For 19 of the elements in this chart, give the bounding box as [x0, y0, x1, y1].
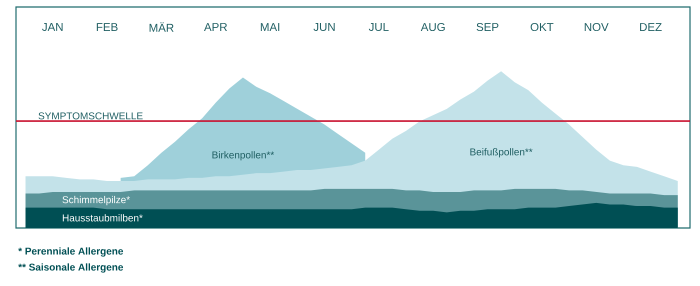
x-tick-label: FEB	[96, 23, 118, 31]
series-label: Schimmelpilze*	[62, 196, 130, 206]
x-tick-label: JAN	[42, 23, 63, 31]
series-label: Birkenpollen**	[212, 151, 274, 160]
x-tick-label: OKT	[530, 22, 554, 32]
series-label: Beifußpollen**	[470, 148, 533, 158]
series-label: Hausstaubmilben*	[62, 214, 143, 222]
x-tick-label: APR	[204, 23, 227, 31]
x-tick-label: JUN	[314, 23, 335, 31]
x-tick-label: MÄR	[150, 22, 174, 32]
x-tick-label: DEZ	[640, 23, 662, 31]
x-tick-label: NOV	[584, 22, 609, 32]
text: ** Saisonale Allergene	[18, 263, 124, 273]
x-tick-label: AUG	[420, 22, 445, 32]
text: * Perenniale Allergene	[18, 247, 124, 257]
x-tick-label: JUL	[368, 23, 389, 31]
ref-line-label: SYMPTOMSCHWELLE	[38, 112, 143, 120]
x-tick-label: MAI	[260, 23, 280, 31]
x-tick-label: SEP	[476, 22, 498, 32]
